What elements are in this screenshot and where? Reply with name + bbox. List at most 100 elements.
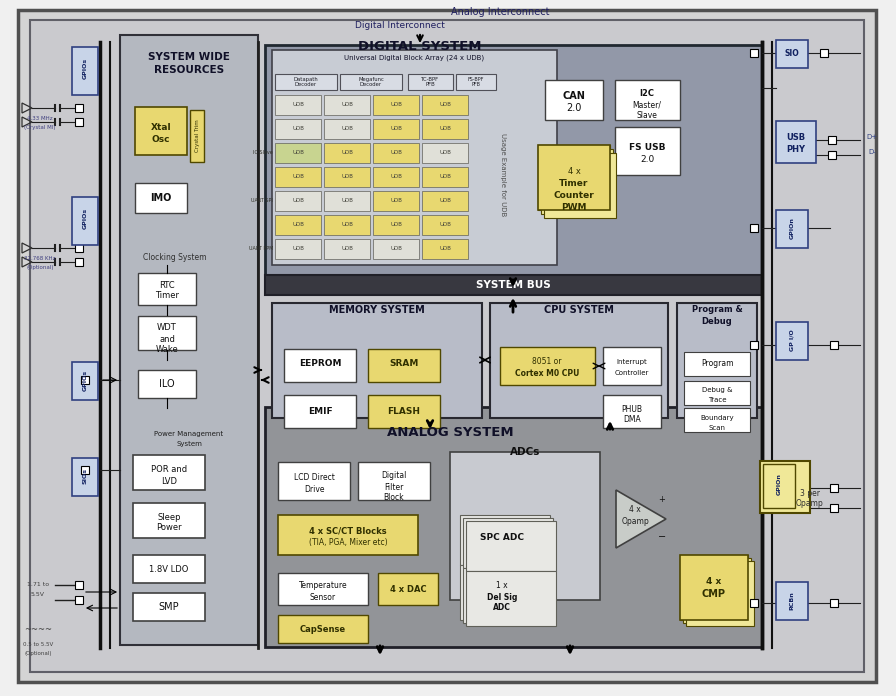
FancyBboxPatch shape — [133, 555, 205, 583]
FancyBboxPatch shape — [278, 515, 418, 555]
FancyBboxPatch shape — [133, 593, 205, 621]
Text: CAN: CAN — [563, 91, 585, 101]
Text: D-: D- — [868, 149, 876, 155]
Text: 0.5 to 5.5V: 0.5 to 5.5V — [23, 642, 53, 647]
Text: UDB: UDB — [292, 175, 304, 180]
Text: UDB: UDB — [390, 102, 402, 107]
Text: UDB: UDB — [390, 150, 402, 155]
Text: ADCs: ADCs — [510, 447, 540, 457]
Text: Power: Power — [156, 523, 182, 532]
FancyBboxPatch shape — [324, 239, 370, 259]
Text: 1 x: 1 x — [496, 581, 508, 590]
Text: DIGITAL SYSTEM: DIGITAL SYSTEM — [358, 40, 482, 52]
FancyBboxPatch shape — [684, 381, 750, 405]
Text: UDB: UDB — [292, 198, 304, 203]
Text: UDB: UDB — [390, 127, 402, 132]
FancyBboxPatch shape — [284, 349, 356, 382]
Text: Sensor: Sensor — [310, 592, 336, 601]
Text: Filter: Filter — [384, 482, 404, 491]
FancyBboxPatch shape — [422, 95, 468, 115]
Text: MEMORY SYSTEM: MEMORY SYSTEM — [329, 305, 425, 315]
Text: CMP: CMP — [702, 589, 726, 599]
FancyBboxPatch shape — [686, 561, 754, 626]
FancyBboxPatch shape — [278, 615, 368, 643]
FancyBboxPatch shape — [75, 258, 83, 266]
FancyBboxPatch shape — [75, 104, 83, 112]
Text: (TIA, PGA, Mixer etc): (TIA, PGA, Mixer etc) — [309, 539, 387, 548]
FancyBboxPatch shape — [544, 153, 616, 218]
Text: IC Slave: IC Slave — [254, 150, 273, 155]
FancyBboxPatch shape — [373, 239, 419, 259]
Text: SIOs: SIOs — [82, 468, 88, 484]
Text: 32.768 KHz: 32.768 KHz — [24, 255, 56, 260]
FancyBboxPatch shape — [275, 215, 321, 235]
Text: Scan: Scan — [709, 425, 726, 431]
FancyBboxPatch shape — [373, 143, 419, 163]
Text: Sleep: Sleep — [158, 512, 181, 521]
Text: Debug: Debug — [702, 317, 732, 326]
FancyBboxPatch shape — [680, 555, 748, 620]
FancyBboxPatch shape — [373, 167, 419, 187]
Text: UDB: UDB — [292, 246, 304, 251]
Text: UDB: UDB — [439, 175, 451, 180]
Text: UDB: UDB — [439, 246, 451, 251]
FancyBboxPatch shape — [190, 110, 204, 162]
FancyBboxPatch shape — [463, 568, 553, 623]
FancyBboxPatch shape — [776, 121, 816, 163]
FancyBboxPatch shape — [275, 239, 321, 259]
FancyBboxPatch shape — [75, 596, 83, 604]
Text: UDB: UDB — [292, 223, 304, 228]
FancyBboxPatch shape — [603, 347, 661, 385]
FancyBboxPatch shape — [538, 145, 610, 210]
Text: 4 x DAC: 4 x DAC — [390, 585, 426, 594]
Text: I2C: I2C — [640, 90, 654, 99]
FancyBboxPatch shape — [750, 599, 758, 607]
Text: −: − — [658, 532, 666, 542]
Text: RTC: RTC — [159, 280, 175, 290]
Text: SPC ADC: SPC ADC — [480, 532, 524, 541]
FancyBboxPatch shape — [422, 239, 468, 259]
Text: IMO: IMO — [151, 193, 172, 203]
Text: 4 x: 4 x — [567, 168, 581, 177]
Text: Xtal: Xtal — [151, 122, 171, 132]
Text: UDB: UDB — [439, 127, 451, 132]
FancyBboxPatch shape — [275, 74, 337, 90]
FancyBboxPatch shape — [138, 370, 196, 398]
Text: UDB: UDB — [439, 223, 451, 228]
Text: SMP: SMP — [159, 602, 179, 612]
FancyBboxPatch shape — [750, 224, 758, 232]
FancyBboxPatch shape — [422, 119, 468, 139]
FancyBboxPatch shape — [265, 45, 762, 277]
FancyBboxPatch shape — [776, 210, 808, 248]
Text: Datapath
Decoder: Datapath Decoder — [294, 77, 318, 88]
FancyBboxPatch shape — [135, 183, 187, 213]
Text: PHUB: PHUB — [622, 404, 642, 413]
FancyBboxPatch shape — [830, 341, 838, 349]
FancyBboxPatch shape — [373, 95, 419, 115]
FancyBboxPatch shape — [828, 151, 836, 159]
Text: 1.71 to: 1.71 to — [27, 581, 49, 587]
FancyBboxPatch shape — [324, 167, 370, 187]
Text: UDB: UDB — [390, 246, 402, 251]
FancyBboxPatch shape — [684, 352, 750, 376]
Text: UDB: UDB — [341, 223, 353, 228]
Text: ADC: ADC — [493, 603, 511, 612]
FancyBboxPatch shape — [324, 215, 370, 235]
Text: Opamp: Opamp — [797, 500, 824, 509]
FancyBboxPatch shape — [615, 80, 680, 120]
FancyBboxPatch shape — [776, 40, 808, 68]
FancyBboxPatch shape — [75, 244, 83, 252]
Text: Opamp: Opamp — [621, 516, 649, 525]
FancyBboxPatch shape — [324, 119, 370, 139]
Text: Boundary: Boundary — [700, 415, 734, 421]
FancyBboxPatch shape — [828, 136, 836, 144]
Text: UDB: UDB — [439, 150, 451, 155]
Text: RESOURCES: RESOURCES — [154, 65, 224, 75]
Text: UDB: UDB — [292, 127, 304, 132]
Text: GPIOs: GPIOs — [82, 370, 88, 390]
Text: SYSTEM WIDE: SYSTEM WIDE — [148, 52, 230, 62]
FancyBboxPatch shape — [368, 349, 440, 382]
Text: Program: Program — [701, 360, 733, 368]
FancyBboxPatch shape — [272, 50, 557, 265]
Text: Trace: Trace — [708, 397, 727, 403]
